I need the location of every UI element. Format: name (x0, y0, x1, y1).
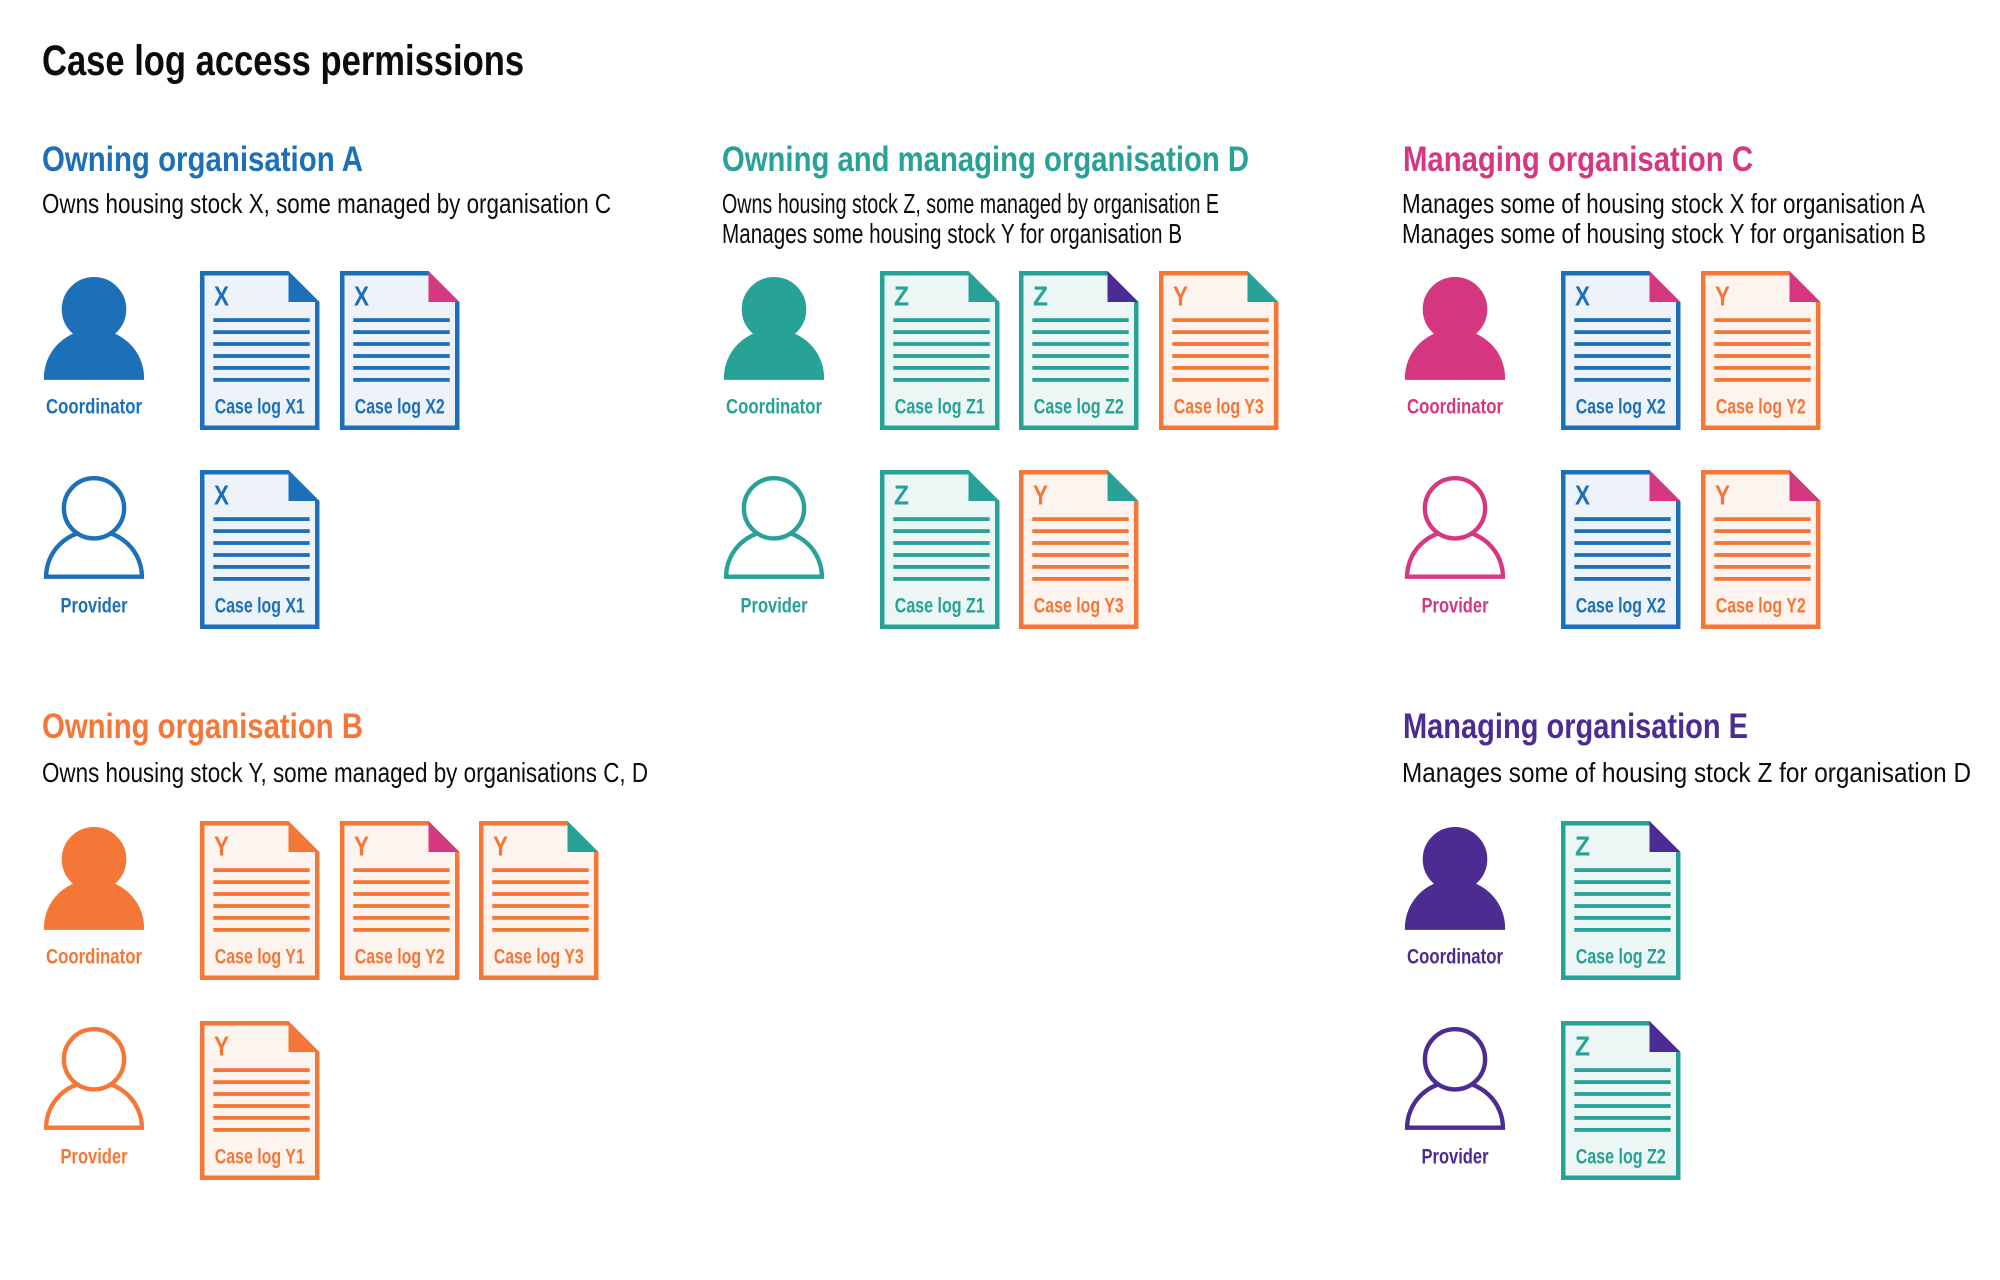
svg-text:Y: Y (1173, 280, 1188, 311)
svg-text:Case log X1: Case log X1 (215, 595, 305, 618)
svg-text:Provider: Provider (1422, 1146, 1489, 1169)
svg-text:Y: Y (1033, 479, 1048, 510)
svg-text:X: X (214, 280, 229, 311)
svg-text:Case log Y1: Case log Y1 (215, 946, 305, 969)
svg-text:Y: Y (1715, 479, 1730, 510)
svg-text:Z: Z (894, 280, 909, 311)
svg-text:Y: Y (214, 830, 229, 861)
svg-text:X: X (1575, 280, 1590, 311)
svg-text:Case log Y2: Case log Y2 (354, 946, 444, 969)
svg-text:Y: Y (214, 1030, 229, 1061)
svg-text:X: X (354, 280, 369, 311)
svg-text:Case log Z1: Case log Z1 (894, 595, 984, 618)
svg-text:Coordinator: Coordinator (1407, 395, 1503, 418)
svg-text:Provider: Provider (740, 595, 807, 618)
svg-text:Provider: Provider (61, 595, 128, 618)
svg-text:Z: Z (1575, 830, 1590, 861)
svg-text:Case log Y3: Case log Y3 (494, 946, 584, 969)
svg-text:Case log Y3: Case log Y3 (1174, 395, 1264, 418)
svg-text:Case log Z2: Case log Z2 (1576, 946, 1666, 969)
svg-text:Y: Y (1715, 280, 1730, 311)
svg-text:Case log Y2: Case log Y2 (1715, 595, 1805, 618)
svg-text:Z: Z (1575, 1030, 1590, 1061)
svg-text:Case log X2: Case log X2 (1576, 395, 1666, 418)
svg-text:Y: Y (493, 830, 508, 861)
svg-text:Provider: Provider (61, 1146, 128, 1169)
svg-text:Case log Z1: Case log Z1 (894, 395, 984, 418)
svg-text:Case log Y2: Case log Y2 (1715, 395, 1805, 418)
svg-text:X: X (214, 479, 229, 510)
svg-text:Coordinator: Coordinator (1407, 946, 1503, 969)
svg-text:Case log Y1: Case log Y1 (215, 1146, 305, 1169)
svg-text:Coordinator: Coordinator (46, 395, 142, 418)
svg-text:Provider: Provider (1422, 595, 1489, 618)
svg-text:Case log X1: Case log X1 (215, 395, 305, 418)
svg-text:Case log Z2: Case log Z2 (1034, 395, 1124, 418)
svg-text:Y: Y (354, 830, 369, 861)
svg-text:X: X (1575, 479, 1590, 510)
svg-text:Case log X2: Case log X2 (354, 395, 444, 418)
svg-text:Coordinator: Coordinator (46, 946, 142, 969)
svg-text:Z: Z (894, 479, 909, 510)
svg-text:Z: Z (1033, 280, 1048, 311)
svg-text:Case log Z2: Case log Z2 (1576, 1146, 1666, 1169)
svg-text:Case log Y3: Case log Y3 (1034, 595, 1124, 618)
svg-text:Case log X2: Case log X2 (1576, 595, 1666, 618)
svg-text:Coordinator: Coordinator (726, 395, 822, 418)
